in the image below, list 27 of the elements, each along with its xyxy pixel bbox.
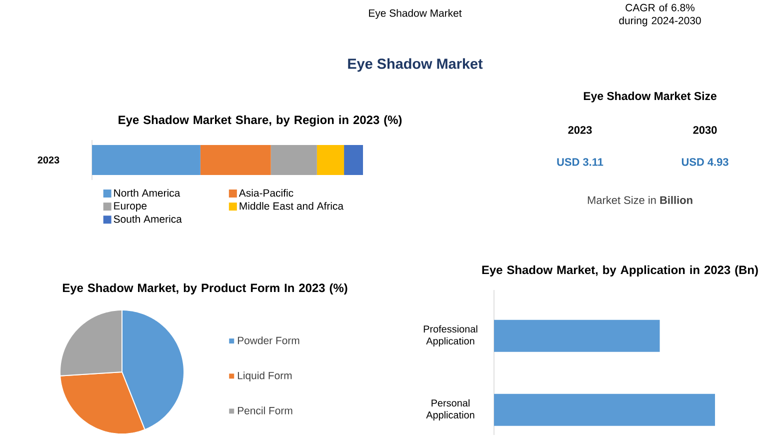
chart-title: Eye Shadow Market Share, by Region in 2023 (%) bbox=[118, 115, 402, 126]
bar bbox=[344, 144, 364, 175]
bar bbox=[200, 144, 271, 175]
legend-label: Liquid Form bbox=[238, 372, 292, 382]
text: Market Size in Billion bbox=[588, 196, 692, 204]
y-tick-label: Professional Application bbox=[424, 325, 478, 346]
text: Eye Shadow Market bbox=[369, 9, 462, 19]
text: Eye Shadow Market bbox=[348, 58, 483, 72]
text: 2023 bbox=[568, 126, 592, 134]
legend-label: Asia-Pacific bbox=[238, 188, 294, 197]
chart-title: Eye Shadow Market, by Product Form In 2023 (%) bbox=[62, 283, 348, 295]
legend-label: North America bbox=[114, 188, 180, 197]
text: USD 3.11 bbox=[557, 158, 604, 166]
bar bbox=[270, 144, 317, 175]
bar bbox=[316, 144, 344, 175]
legend-label: Middle East and Africa bbox=[240, 202, 344, 210]
bar bbox=[92, 144, 200, 175]
legend-label: Powder Form bbox=[238, 336, 300, 344]
text: USD 4.93 bbox=[682, 158, 728, 166]
legend-label: South America bbox=[114, 215, 182, 223]
y-tick-label: Personal Application bbox=[426, 399, 474, 420]
text: 2030 bbox=[693, 126, 717, 134]
text: CAGR of 6.8% during 2024-2030 bbox=[619, 4, 701, 26]
legend-label: Pencil Form bbox=[238, 406, 292, 414]
legend-label: Europe bbox=[114, 202, 147, 212]
chart-title: Eye Shadow Market, by Application in 2023 (Bn) bbox=[482, 265, 758, 277]
text: Eye Shadow Market Size bbox=[584, 92, 716, 102]
